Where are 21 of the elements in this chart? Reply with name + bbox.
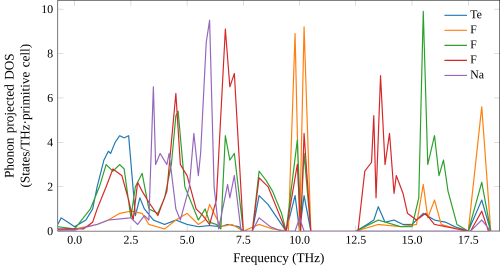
y-tick-label: 10 bbox=[42, 4, 53, 13]
legend-label: F bbox=[470, 55, 476, 64]
y-tick-label: 2 bbox=[48, 182, 52, 191]
y-tick-label: 6 bbox=[48, 94, 53, 102]
legend-label: F bbox=[470, 25, 476, 34]
x-tick-label: 10.0 bbox=[290, 236, 310, 244]
y-tick-label: 0 bbox=[48, 226, 53, 235]
x-axis-title: Frequency (THz) bbox=[234, 252, 324, 265]
x-tick-label: 17.5 bbox=[458, 236, 478, 244]
x-tick-label: 0.0 bbox=[68, 236, 82, 244]
x-tick-label: 7.5 bbox=[236, 236, 250, 244]
y-tick-label: 8 bbox=[48, 49, 53, 58]
x-tick-label: 15.0 bbox=[402, 236, 422, 244]
x-tick-label: 2.5 bbox=[124, 236, 138, 244]
legend-label: Na bbox=[470, 70, 484, 78]
x-tick-label: 12.5 bbox=[346, 236, 366, 244]
y-tick-label: 4 bbox=[47, 138, 53, 146]
legend-label: F bbox=[470, 40, 476, 48]
x-tick-label: 5.0 bbox=[180, 236, 194, 244]
legend-label: Te bbox=[470, 10, 482, 18]
y-axis-title: Phonon projected DOS (States/THz·primitive cell) bbox=[4, 44, 32, 187]
